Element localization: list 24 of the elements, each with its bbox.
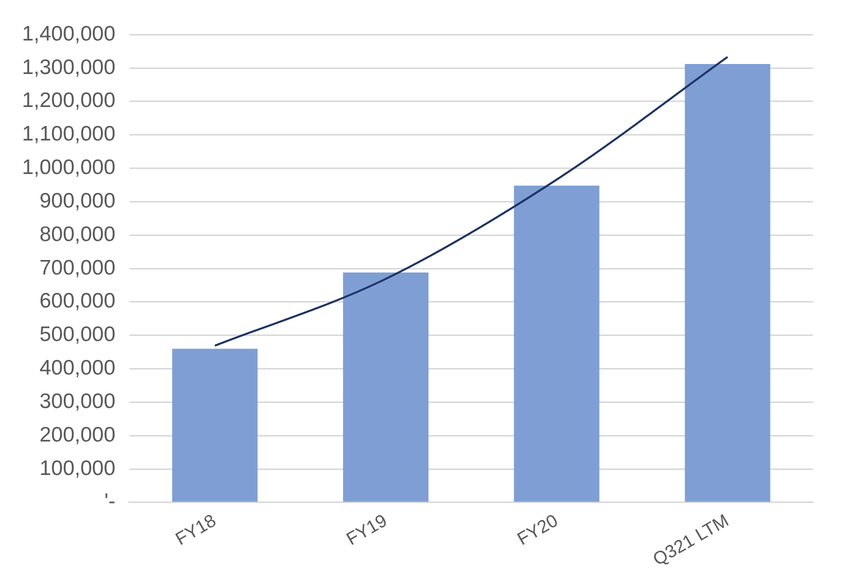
x-tick-label: FY20 — [514, 510, 562, 550]
bar — [684, 64, 770, 502]
y-tick-label: 700,000 — [40, 256, 116, 280]
y-tick-label: 300,000 — [40, 390, 116, 413]
y-tick-label: 800,000 — [40, 222, 116, 246]
x-tick-label: FY19 — [342, 510, 390, 550]
x-tick-label: Q321 LTM — [650, 510, 732, 570]
y-tick-label: '- — [104, 490, 116, 514]
y-tick-label: 500,000 — [40, 323, 116, 346]
y-tick-label: 1,300,000 — [22, 56, 116, 79]
y-tick-label: 600,000 — [40, 290, 116, 313]
y-tick-label: 1,100,000 — [22, 122, 116, 146]
y-tick-label: 400,000 — [40, 356, 116, 380]
y-tick-label: 900,000 — [40, 189, 116, 212]
bar — [172, 348, 258, 502]
line-series — [214, 56, 729, 347]
x-tick-label: FY18 — [172, 510, 220, 550]
y-tick-label: 1,000,000 — [22, 156, 116, 180]
y-tick-label: 100,000 — [40, 456, 116, 480]
y-tick-label: 1,200,000 — [22, 89, 116, 112]
y-tick-label: 1,400,000 — [22, 22, 116, 46]
bar — [514, 186, 600, 502]
y-tick-label: 200,000 — [40, 423, 116, 446]
bar — [343, 272, 428, 502]
